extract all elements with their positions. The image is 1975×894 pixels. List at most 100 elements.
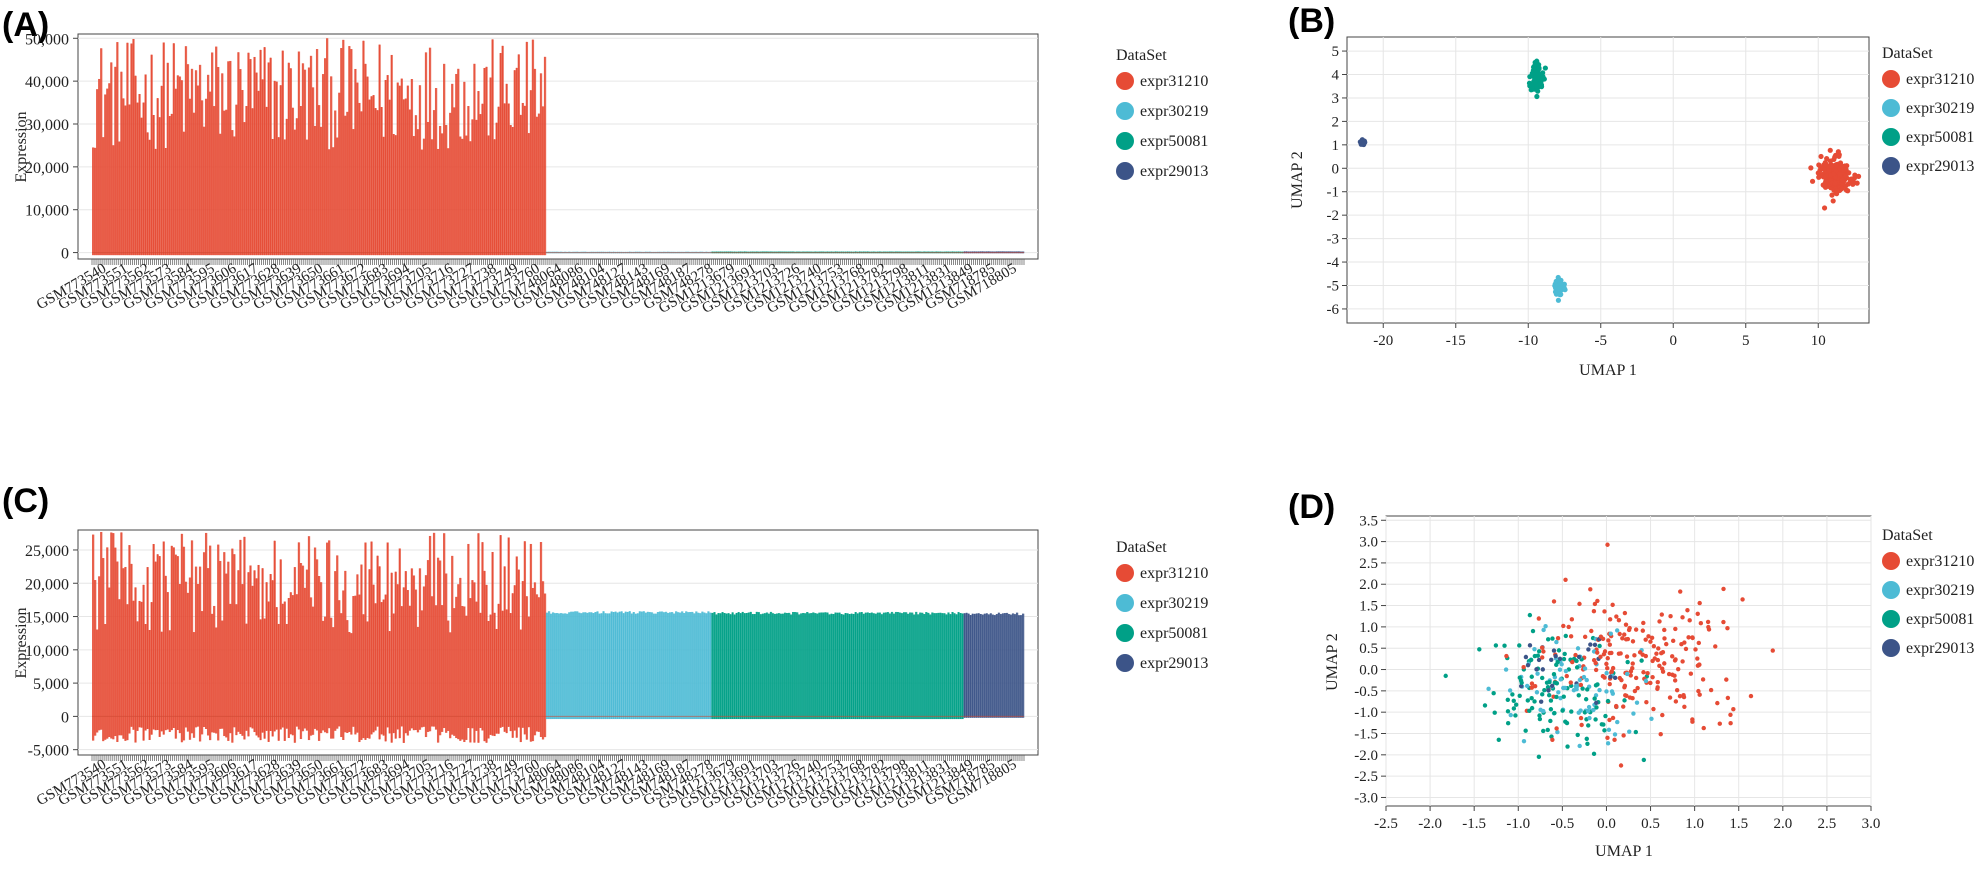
point-expr31210 — [1839, 185, 1845, 192]
point-expr31210 — [1830, 171, 1837, 177]
point-expr31210 — [1685, 608, 1690, 613]
point-expr50081 — [1548, 707, 1554, 712]
point-expr31210 — [1589, 628, 1594, 634]
point-expr29013 — [1360, 141, 1366, 147]
legend-label: expr50081 — [1906, 611, 1974, 628]
y-tick-label: -5 — [1327, 278, 1340, 294]
y-tick-label: -4 — [1327, 255, 1340, 271]
point-expr29013 — [1538, 699, 1544, 704]
point-expr29013 — [1594, 700, 1599, 705]
point-expr30219 — [1556, 690, 1561, 695]
legend-swatch — [1882, 581, 1900, 599]
y-tick-label: 10,000 — [25, 643, 69, 660]
point-expr50081 — [1563, 633, 1569, 639]
point-expr50081 — [1593, 717, 1598, 722]
point-expr31210 — [1628, 673, 1633, 678]
point-expr30219 — [1562, 685, 1568, 691]
point-expr50081 — [1519, 680, 1524, 685]
point-expr31210 — [1623, 637, 1629, 642]
point-expr50081 — [1545, 685, 1551, 690]
point-expr31210 — [1627, 625, 1632, 631]
point-expr30219 — [1627, 729, 1632, 734]
point-expr31210 — [1660, 649, 1666, 655]
point-expr50081 — [1540, 692, 1545, 697]
point-expr30219 — [1535, 671, 1540, 676]
legend-label: expr50081 — [1906, 129, 1974, 146]
point-expr31210 — [1641, 670, 1646, 675]
point-expr50081 — [1527, 708, 1532, 714]
point-expr31210 — [1822, 181, 1828, 187]
point-expr50081 — [1534, 93, 1540, 100]
x-tick-label: 1.5 — [1729, 816, 1748, 832]
point-expr50081 — [1625, 659, 1630, 665]
point-expr50081 — [1529, 705, 1535, 711]
point-expr31210 — [1612, 737, 1617, 743]
point-expr31210 — [1717, 721, 1722, 726]
point-expr31210 — [1593, 660, 1598, 666]
point-expr30219 — [1577, 677, 1583, 683]
point-expr50081 — [1493, 643, 1499, 648]
point-expr50081 — [1565, 744, 1570, 749]
y-tick-label: 50,000 — [25, 31, 69, 48]
point-expr30219 — [1587, 715, 1592, 721]
point-expr31210 — [1601, 652, 1607, 657]
panel-c-bars — [92, 531, 1025, 743]
point-expr30219 — [1591, 707, 1596, 713]
y-tick-label: -2 — [1327, 208, 1340, 224]
point-expr50081 — [1529, 674, 1534, 679]
panel-d-y-ticks: 3.5 3.0 2.5 2.0 1.5 1.0 0.5 0.0 -0.5 -1.0 -1.5 -2.0… — [1354, 513, 1386, 806]
point-expr50081 — [1569, 709, 1574, 714]
point-expr31210 — [1607, 717, 1612, 723]
point-expr31210 — [1700, 677, 1706, 682]
y-tick-label: 0.5 — [1359, 641, 1378, 657]
point-expr31210 — [1504, 653, 1509, 659]
point-expr29013 — [1586, 647, 1591, 652]
panel-c: (C) 25,000 20,000 15,000 10,000 5,000 0 -5,000… — [2, 482, 1208, 813]
y-tick-label: -2.0 — [1354, 748, 1378, 764]
point-expr29013 — [1546, 688, 1551, 693]
point-expr31210 — [1673, 626, 1678, 632]
point-expr31210 — [1610, 715, 1616, 721]
point-expr30219 — [1606, 727, 1612, 733]
point-expr30219 — [1586, 704, 1592, 710]
point-expr30219 — [1503, 667, 1509, 672]
point-expr31210 — [1725, 695, 1731, 701]
point-expr31210 — [1621, 704, 1626, 709]
legend-label: expr30219 — [1906, 582, 1974, 599]
point-expr31210 — [1643, 653, 1649, 659]
point-expr31210 — [1633, 627, 1639, 632]
point-expr30219 — [1624, 671, 1630, 677]
point-expr31210 — [1628, 669, 1634, 674]
point-expr31210 — [1664, 641, 1669, 647]
y-tick-label: 5 — [1332, 44, 1340, 60]
point-expr31210 — [1658, 731, 1663, 737]
point-expr30219 — [1585, 708, 1591, 714]
point-expr29013 — [1523, 654, 1529, 660]
panel-d-legend: DataSet expr31210 expr30219 expr50081 expr29… — [1882, 527, 1974, 657]
point-expr30219 — [1556, 286, 1562, 292]
point-expr31210 — [1540, 655, 1545, 660]
point-expr50081 — [1505, 721, 1511, 726]
point-expr31210 — [1607, 642, 1613, 647]
y-tick-label: 4 — [1332, 68, 1340, 84]
legend-swatch — [1116, 594, 1134, 612]
y-tick-label: 2 — [1332, 114, 1340, 130]
point-expr31210 — [1697, 600, 1702, 606]
legend-label: expr31210 — [1140, 73, 1208, 90]
point-expr31210 — [1823, 162, 1829, 168]
y-tick-label: 3 — [1332, 91, 1340, 107]
point-expr31210 — [1563, 577, 1568, 582]
point-expr50081 — [1542, 65, 1548, 71]
point-expr30219 — [1521, 738, 1527, 744]
point-expr50081 — [1491, 691, 1496, 696]
point-expr31210 — [1643, 637, 1648, 642]
point-expr30219 — [1557, 291, 1563, 297]
y-tick-label: 15,000 — [25, 610, 69, 627]
point-expr50081 — [1527, 612, 1533, 618]
point-expr30219 — [1614, 628, 1620, 633]
point-expr29013 — [1557, 656, 1563, 662]
point-expr31210 — [1669, 654, 1675, 659]
point-expr31210 — [1532, 683, 1538, 689]
x-tick-label: -10 — [1518, 333, 1538, 349]
point-expr31210 — [1606, 638, 1611, 643]
